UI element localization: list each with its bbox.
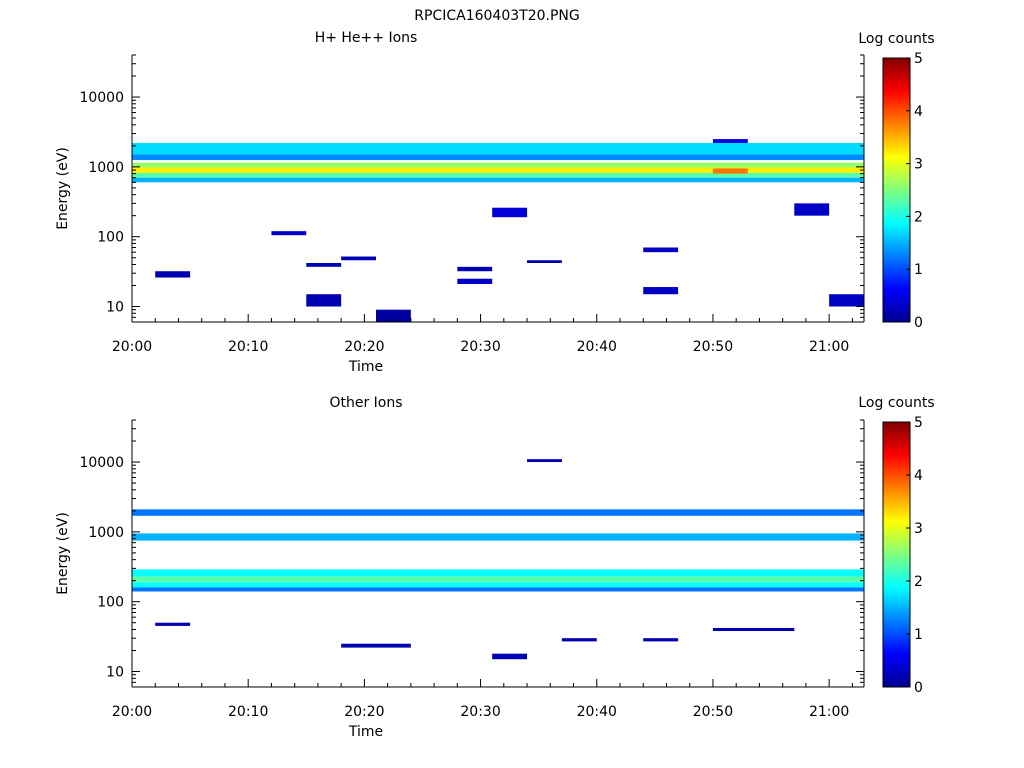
colorbar: Log counts 0 1 2 3 4 5	[858, 395, 934, 696]
chart-title: H+ He++ Ions	[315, 30, 418, 46]
heatmap-cell	[376, 309, 411, 322]
x-axis-label: Time	[348, 724, 383, 740]
heatmap-cell	[306, 294, 342, 307]
x-tick-label: 20:40	[577, 704, 617, 720]
colorbar-label: Log counts	[858, 395, 934, 411]
x-tick-label: 20:40	[577, 339, 617, 355]
heatmap-cell	[132, 533, 864, 541]
y-tick-label: 10	[106, 300, 124, 316]
colorbar-gradient	[882, 421, 911, 688]
x-tick-label: 20:00	[112, 339, 152, 355]
heatmap-cell	[527, 459, 562, 463]
heatmap-cell	[829, 294, 864, 307]
heatmap-cell	[132, 142, 864, 155]
chart-title: Other Ions	[329, 395, 402, 411]
colorbar: Log counts 0 1 2 3 4 5	[858, 31, 934, 331]
y-tick-label: 10	[106, 665, 124, 681]
x-tick-label: 21:00	[809, 339, 849, 355]
colorbar-tick-label: 0	[914, 680, 923, 696]
heatmap-cell	[132, 172, 864, 178]
figure-title: RPCICA160403T20.PNG	[414, 8, 579, 24]
colorbar-gradient	[882, 57, 911, 323]
heatmap-cell	[155, 271, 191, 278]
heatmap-cell	[712, 168, 748, 174]
y-axis-label: Energy (eV)	[55, 512, 71, 595]
heatmap-cell	[341, 256, 376, 261]
x-axis-label: Time	[348, 359, 383, 375]
heatmap-cell	[712, 627, 795, 632]
x-tick-label: 20:50	[693, 339, 733, 355]
heatmap-cell	[527, 260, 562, 263]
x-tick-label: 20:10	[228, 339, 268, 355]
heatmap-cell	[132, 162, 864, 168]
y-tick-label: 100	[97, 230, 124, 246]
colorbar-tick-label: 2	[914, 209, 923, 225]
heatmap-cell	[561, 638, 597, 642]
heatmap-cell	[132, 509, 864, 516]
y-tick-label: 10000	[79, 90, 124, 106]
y-tick-label: 10000	[79, 455, 124, 471]
heatmap-cell	[794, 203, 830, 216]
y-axis-label: Energy (eV)	[55, 147, 71, 230]
heatmap-cell	[341, 643, 411, 648]
heatmap-cell	[643, 638, 679, 642]
heatmap-cell	[132, 167, 864, 173]
heatmap-cell	[643, 287, 679, 295]
heatmap-cell	[132, 576, 864, 583]
x-tick-label: 20:20	[344, 339, 384, 355]
heatmap-cell	[457, 266, 493, 272]
heatmap-cell	[132, 177, 864, 183]
heatmap-cell	[132, 569, 864, 577]
colorbar-tick-label: 4	[914, 104, 923, 120]
x-tick-label: 20:50	[693, 704, 733, 720]
x-tick-label: 20:20	[344, 704, 384, 720]
colorbar-tick-label: 0	[914, 315, 923, 331]
colorbar-tick-label: 4	[914, 468, 923, 484]
heatmap-cell	[155, 622, 191, 626]
colorbar-label: Log counts	[858, 31, 934, 47]
y-tick-label: 100	[97, 595, 124, 611]
heatmap-cell	[132, 582, 864, 588]
heatmap-cell	[132, 154, 864, 161]
heatmap-cell	[492, 653, 528, 660]
heatmap-cell	[643, 247, 679, 253]
colorbar-tick-label: 5	[914, 415, 923, 431]
x-tick-label: 20:30	[460, 704, 500, 720]
heatmap-cell	[306, 262, 342, 267]
heatmap-cell	[457, 278, 493, 285]
colorbar-tick-label: 3	[914, 157, 923, 173]
x-tick-label: 20:30	[460, 339, 500, 355]
x-tick-label: 20:10	[228, 704, 268, 720]
heatmap-cell	[492, 207, 528, 218]
heatmap-cells	[132, 139, 864, 322]
y-tick-label: 1000	[88, 525, 124, 541]
heatmap-cell	[271, 231, 307, 236]
colorbar-tick-label: 3	[914, 521, 923, 537]
x-tick-label: 20:00	[112, 704, 152, 720]
colorbar-tick-label: 2	[914, 574, 923, 590]
y-tick-label: 1000	[88, 160, 124, 176]
heatmap-cell	[132, 587, 864, 592]
heatmap-cells	[132, 459, 864, 660]
colorbar-tick-label: 1	[914, 262, 923, 278]
x-tick-label: 21:00	[809, 704, 849, 720]
colorbar-tick-label: 5	[914, 51, 923, 67]
colorbar-tick-label: 1	[914, 627, 923, 643]
